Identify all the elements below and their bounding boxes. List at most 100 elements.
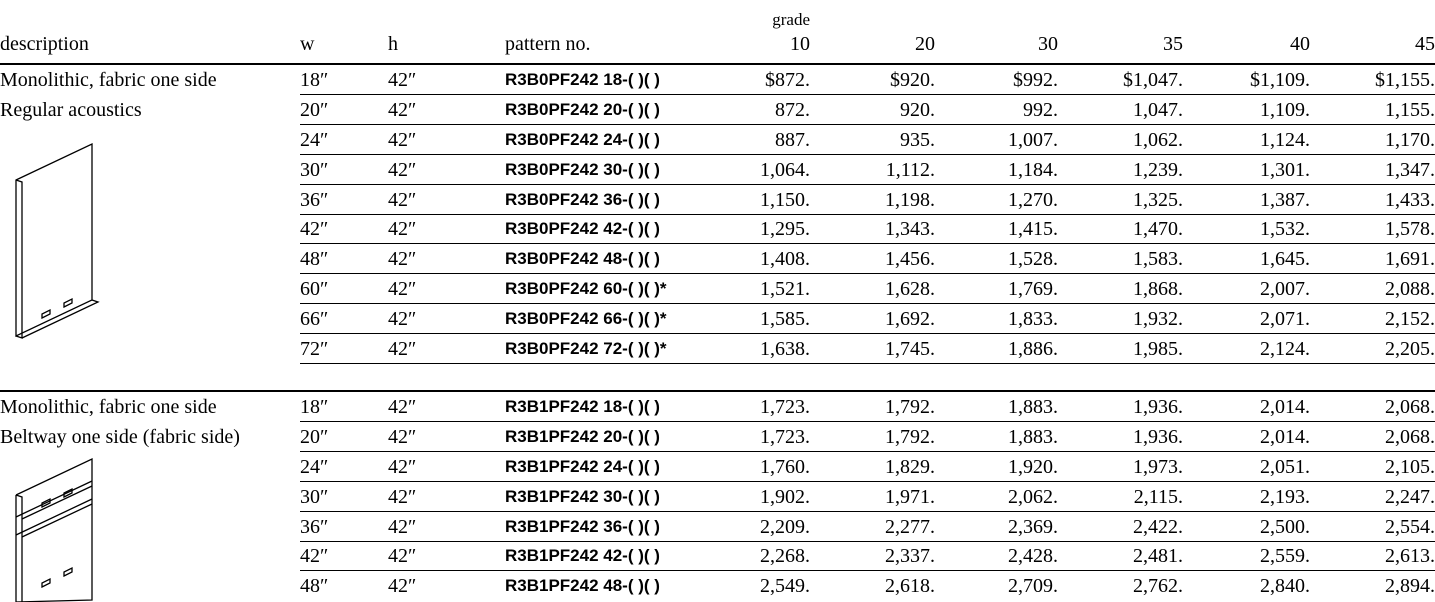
price: 1,578. (1385, 218, 1435, 241)
price: 1,112. (885, 158, 935, 181)
price: 1,902. (760, 485, 810, 508)
price: 2,088. (1385, 278, 1435, 301)
price: $872. (765, 68, 810, 91)
height: 42″ (388, 575, 417, 598)
price: 2,007. (1260, 278, 1310, 301)
price: 1,932. (1133, 308, 1183, 331)
width: 24″ (300, 455, 329, 478)
section-description: Regular acoustics (0, 98, 142, 121)
price: 2,613. (1385, 545, 1435, 568)
row-rule (300, 363, 1435, 364)
price: 1,239. (1133, 158, 1183, 181)
price: 1,583. (1133, 248, 1183, 271)
price: 1,792. (885, 395, 935, 418)
width: 18″ (300, 68, 329, 91)
row-rule (300, 510, 1435, 512)
price: 1,833. (1008, 308, 1058, 331)
price: 2,481. (1133, 545, 1183, 568)
height: 42″ (388, 308, 417, 331)
price: 2,559. (1260, 545, 1310, 568)
row-rule (300, 420, 1435, 422)
row-rule (300, 123, 1435, 125)
row-rule (300, 303, 1435, 305)
price: 2,062. (1008, 485, 1058, 508)
pattern-no: R3B0PF242 24-( )( ) (505, 129, 660, 149)
price: 1,645. (1260, 248, 1310, 271)
row-rule (300, 540, 1435, 542)
pattern-no: R3B0PF242 30-( )( ) (505, 159, 660, 179)
header-rule (0, 63, 1435, 65)
height: 42″ (388, 98, 417, 121)
price: 1,408. (760, 248, 810, 271)
width: 66″ (300, 308, 329, 331)
price: 1,528. (1008, 248, 1058, 271)
pattern-no: R3B0PF242 72-( )( )* (505, 339, 667, 359)
price: 2,369. (1008, 515, 1058, 538)
price: 1,886. (1008, 338, 1058, 361)
price: 2,051. (1260, 455, 1310, 478)
price: 1,415. (1008, 218, 1058, 241)
height: 42″ (388, 278, 417, 301)
width: 30″ (300, 485, 329, 508)
price: 2,205. (1385, 338, 1435, 361)
price: 1,638. (760, 338, 810, 361)
width: 30″ (300, 158, 329, 181)
price: 2,014. (1260, 395, 1310, 418)
height: 42″ (388, 218, 417, 241)
price: 1,347. (1385, 158, 1435, 181)
price: 2,618. (885, 575, 935, 598)
price: 1,387. (1260, 188, 1310, 211)
price: 1,868. (1133, 278, 1183, 301)
price: 872. (775, 98, 810, 121)
pattern-no: R3B1PF242 42-( )( ) (505, 546, 660, 566)
price: 1,150. (760, 188, 810, 211)
price: 1,270. (1008, 188, 1058, 211)
price: 1,691. (1385, 248, 1435, 271)
column-header: 10 (790, 33, 810, 55)
price: 2,894. (1385, 575, 1435, 598)
height: 42″ (388, 425, 417, 448)
price: 1,064. (760, 158, 810, 181)
price: $1,109. (1250, 68, 1310, 91)
price: 920. (900, 98, 935, 121)
width: 60″ (300, 278, 329, 301)
price: 2,068. (1385, 395, 1435, 418)
height: 42″ (388, 158, 417, 181)
price: 2,554. (1385, 515, 1435, 538)
price: 2,277. (885, 515, 935, 538)
row-rule (300, 93, 1435, 95)
width: 42″ (300, 218, 329, 241)
price: 887. (775, 128, 810, 151)
price: 1,745. (885, 338, 935, 361)
price: 1,109. (1260, 98, 1310, 121)
height: 42″ (388, 395, 417, 418)
price: 1,433. (1385, 188, 1435, 211)
panel-icon (15, 142, 100, 339)
row-rule (300, 213, 1435, 215)
price: 1,325. (1133, 188, 1183, 211)
pattern-no: R3B1PF242 20-( )( ) (505, 426, 660, 446)
row-rule (300, 243, 1435, 245)
price: 1,792. (885, 425, 935, 448)
width: 20″ (300, 425, 329, 448)
height: 42″ (388, 68, 417, 91)
price: 2,152. (1385, 308, 1435, 331)
height: 42″ (388, 338, 417, 361)
price: 935. (900, 128, 935, 151)
pattern-no: R3B1PF242 36-( )( ) (505, 516, 660, 536)
price: 1,124. (1260, 128, 1310, 151)
height: 42″ (388, 248, 417, 271)
column-header: w (300, 33, 315, 55)
price: 2,115. (1133, 485, 1183, 508)
row-rule (300, 480, 1435, 482)
column-header: 20 (915, 33, 935, 55)
row-rule (300, 333, 1435, 335)
price: 1,343. (885, 218, 935, 241)
pattern-no: R3B0PF242 42-( )( ) (505, 219, 660, 239)
price: 1,184. (1008, 158, 1058, 181)
price: 1,470. (1133, 218, 1183, 241)
price: 1,769. (1008, 278, 1058, 301)
width: 36″ (300, 188, 329, 211)
price: 2,422. (1133, 515, 1183, 538)
